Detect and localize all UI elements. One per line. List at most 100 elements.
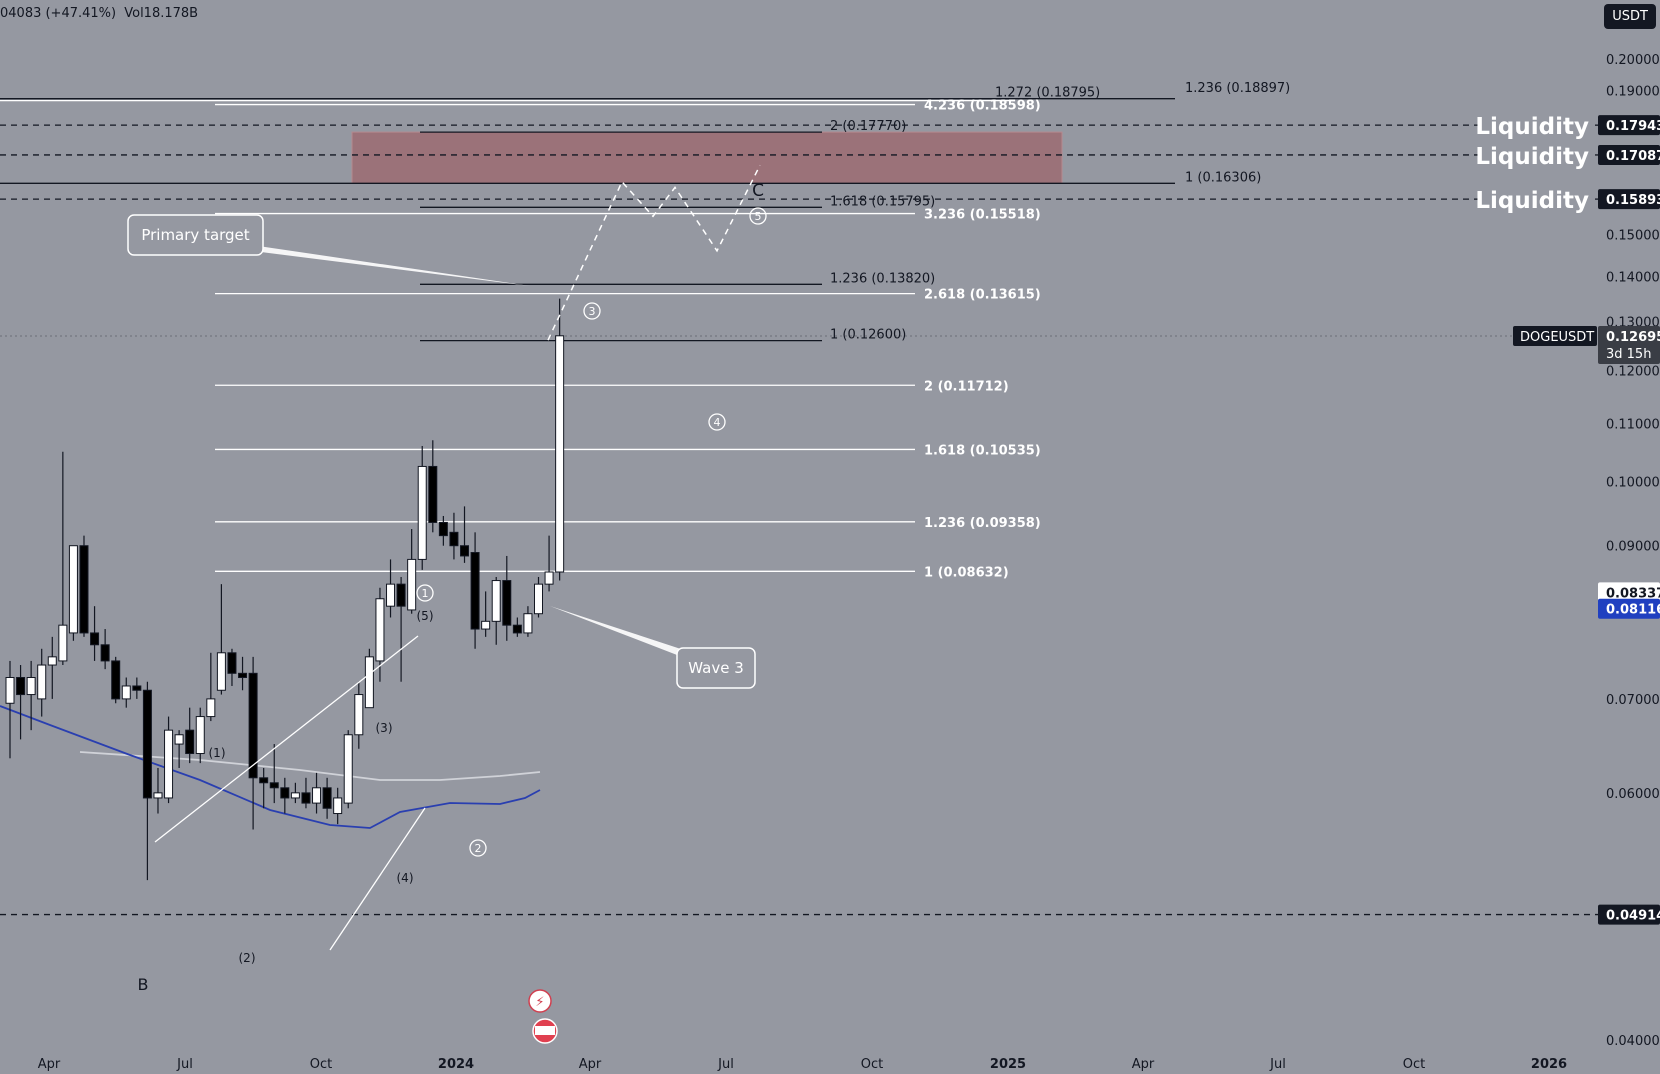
- candle-body: [37, 664, 47, 700]
- price-label-text: 0.04914: [1606, 909, 1660, 924]
- wave-circle-label: [583, 302, 601, 320]
- candle-body: [290, 792, 300, 799]
- wave-line: [329, 807, 426, 951]
- wave-circle-text: 2: [475, 842, 482, 855]
- wave3-callout-box: [676, 647, 756, 689]
- price-label-box: [1598, 115, 1660, 136]
- target-zone: [351, 131, 1063, 184]
- event-flash-glyph: ⚡: [535, 995, 544, 1010]
- candle-body: [248, 672, 258, 779]
- wave-circle-text: 4: [714, 416, 721, 429]
- symbol-label-text: DOGEUSDT: [1520, 330, 1594, 345]
- x-tick-label: Apr: [579, 1057, 602, 1072]
- price-change-text: 04083 (+47.41%): [0, 6, 117, 21]
- ohlc-legend: 04083 (+47.41%) Vol18.178B: [0, 6, 202, 21]
- fib-label-black: 1.618 (0.15795): [830, 194, 935, 209]
- fib-label-black: 1.272 (0.18795): [995, 86, 1100, 101]
- candle-body: [460, 545, 470, 557]
- y-tick-label: 0.15000: [1606, 228, 1660, 243]
- fib-label-black: 2 (0.17770): [830, 119, 906, 134]
- x-tick-label: Jul: [176, 1057, 193, 1072]
- candle-body: [364, 656, 374, 709]
- wave-paren-label: (3): [376, 721, 393, 735]
- wave3-callout-text: Wave 3: [688, 659, 743, 677]
- price-label-text: 0.15893: [1606, 193, 1660, 208]
- candle-body: [206, 698, 216, 718]
- wave-circle-label: [749, 207, 767, 225]
- fib-label-white: 2.618 (0.13615): [924, 288, 1041, 303]
- fib-label-white: 1.618 (0.10535): [924, 443, 1041, 458]
- fib-label-black: 1 (0.12600): [830, 328, 906, 343]
- wave-circle-text: 5: [755, 210, 762, 223]
- primary-target-callout-box: [127, 214, 264, 256]
- y-tick-label: 0.14000: [1606, 270, 1660, 285]
- liquidity-label: Liquidity: [1475, 114, 1589, 140]
- wave-circle-label: [469, 839, 487, 857]
- price-label-text: 0.17087: [1606, 149, 1660, 164]
- primary-target-callout-text: Primary target: [141, 226, 249, 244]
- candle-body: [555, 335, 565, 573]
- fib-label-white: 1.236 (0.09358): [924, 516, 1041, 531]
- candle-body: [481, 620, 491, 630]
- candle-body: [216, 652, 226, 691]
- wave-circle-text: 1: [422, 587, 429, 600]
- wave-circle-label: [416, 584, 434, 602]
- candle-body: [438, 521, 448, 537]
- x-tick-label: Apr: [1132, 1057, 1155, 1072]
- candle-body: [195, 716, 205, 755]
- fib-label-white: 1 (0.08632): [924, 565, 1009, 580]
- projection-path: [547, 164, 761, 341]
- candle-body: [280, 787, 290, 799]
- fib-label-black: 1.236 (0.13820): [830, 271, 935, 286]
- candle-body: [227, 652, 237, 674]
- price-label-box: [1598, 582, 1660, 603]
- y-tick-label: 0.11000: [1606, 417, 1660, 432]
- candle-body: [121, 685, 131, 700]
- candle-body: [470, 552, 480, 630]
- candle-body: [534, 583, 543, 615]
- candle-body: [396, 583, 406, 607]
- candle-body: [164, 729, 174, 799]
- volume-text: Vol18.178B: [124, 6, 199, 21]
- candle-body: [544, 571, 554, 585]
- candle-body: [407, 558, 417, 611]
- event-flash-icon: [528, 989, 552, 1013]
- candle-body: [269, 782, 279, 789]
- wave-paren-label: (1): [209, 746, 226, 760]
- x-tick-label: 2024: [438, 1057, 474, 1072]
- candle-body: [512, 624, 522, 634]
- y-tick-label: 0.07000: [1606, 693, 1660, 708]
- candle-body: [238, 672, 248, 679]
- candle-body: [79, 545, 89, 634]
- candle-body: [26, 677, 36, 696]
- wave-letter-c: C: [752, 181, 764, 201]
- x-tick-label: Oct: [1403, 1057, 1425, 1072]
- y-tick-label: 0.09000: [1606, 540, 1660, 555]
- fib-label-white: 4.236 (0.18598): [924, 99, 1041, 114]
- candle-body: [47, 656, 57, 666]
- current-price-box: [1598, 326, 1660, 365]
- x-tick-label: Jul: [717, 1057, 734, 1072]
- currency-badge[interactable]: USDT: [1604, 4, 1656, 29]
- wave3-callout-tail: [550, 606, 690, 660]
- wave-letter-b: B: [138, 975, 149, 994]
- event-flag-stripe: [535, 1026, 555, 1035]
- candle-body: [90, 632, 100, 646]
- candle-body: [185, 729, 195, 755]
- liquidity-label: Liquidity: [1475, 188, 1589, 214]
- x-tick-label: Oct: [310, 1057, 332, 1072]
- wave-line: [154, 635, 419, 843]
- price-label-box: [1598, 189, 1660, 210]
- x-tick-label: 2026: [1531, 1057, 1567, 1072]
- candle-body: [375, 598, 385, 662]
- countdown-text: 3d 15h: [1606, 347, 1651, 362]
- wave-paren-label: (4): [397, 871, 414, 885]
- candle-body: [417, 465, 427, 560]
- symbol-label-box: [1513, 326, 1597, 347]
- candle-body: [132, 685, 142, 691]
- wave-circle-text: 3: [589, 305, 596, 318]
- candle-body: [174, 734, 184, 745]
- y-tick-label: 0.04000: [1606, 1034, 1660, 1049]
